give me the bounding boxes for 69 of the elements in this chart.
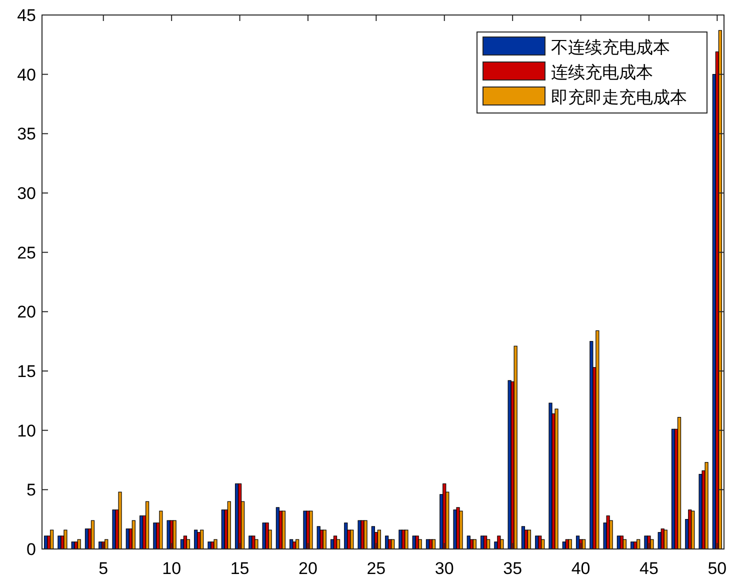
- bar: [50, 530, 54, 550]
- bar: [472, 539, 476, 550]
- bar: [622, 539, 626, 550]
- y-tick-label: 5: [26, 480, 36, 500]
- bar: [418, 539, 422, 550]
- y-tick-label: 35: [17, 124, 36, 144]
- bar: [704, 462, 708, 550]
- y-tick-label: 15: [17, 362, 36, 381]
- bar: [500, 539, 504, 550]
- bar: [200, 530, 204, 550]
- bar: [636, 539, 640, 550]
- y-tick-label: 20: [17, 302, 36, 322]
- bar: [664, 530, 668, 550]
- x-tick-label: 15: [230, 559, 250, 578]
- bar: [404, 530, 408, 550]
- x-tick-label: 10: [162, 559, 182, 578]
- x-tick-label: 50: [708, 559, 727, 578]
- bar: [364, 520, 368, 550]
- bar: [227, 501, 231, 550]
- legend-label: 即充即走充电成本: [551, 88, 687, 107]
- y-tick-label: 45: [17, 6, 36, 25]
- bar: [132, 520, 136, 550]
- bar: [541, 539, 545, 550]
- bar: [186, 539, 190, 550]
- bar: [650, 539, 654, 550]
- bar: [296, 539, 300, 550]
- x-tick-label: 30: [434, 559, 454, 578]
- bar: [159, 510, 163, 550]
- bar: [377, 530, 381, 550]
- legend-label: 不连续充电成本: [551, 38, 670, 57]
- x-tick-label: 5: [98, 559, 108, 578]
- y-tick-label: 10: [17, 421, 36, 440]
- y-tick-label: 40: [17, 65, 36, 84]
- bar: [718, 30, 722, 550]
- bar: [596, 330, 600, 550]
- bar: [322, 530, 326, 550]
- bar: [432, 539, 436, 550]
- bar: [582, 539, 586, 550]
- bar: [514, 346, 518, 550]
- bar: [336, 539, 340, 550]
- bar: [391, 539, 395, 550]
- x-tick-label: 20: [298, 559, 318, 578]
- x-tick-label: 40: [571, 559, 590, 578]
- bar: [527, 530, 532, 550]
- bar: [554, 408, 558, 550]
- bar: [350, 530, 354, 550]
- x-tick-label: 35: [503, 559, 522, 578]
- bar: [77, 539, 81, 550]
- bar: [90, 520, 95, 550]
- bar: [214, 539, 218, 550]
- bar: [568, 539, 572, 550]
- y-tick-label: 25: [17, 243, 36, 262]
- bar: [282, 510, 286, 550]
- bar: [254, 539, 258, 550]
- bar: [486, 539, 490, 550]
- bar: [309, 510, 313, 550]
- bar: [459, 510, 463, 550]
- bar: [691, 510, 695, 550]
- bar: [172, 520, 176, 550]
- x-tick-label: 25: [366, 559, 386, 578]
- legend-label: 连续充电成本: [551, 63, 653, 82]
- bar: [677, 416, 682, 550]
- bar: [118, 492, 122, 550]
- y-tick-label: 0: [26, 540, 36, 559]
- bar: [64, 530, 68, 550]
- bar: [104, 539, 108, 550]
- x-tick-label: 45: [640, 559, 658, 578]
- bar: [146, 501, 150, 550]
- y-tick-label: 30: [17, 184, 36, 203]
